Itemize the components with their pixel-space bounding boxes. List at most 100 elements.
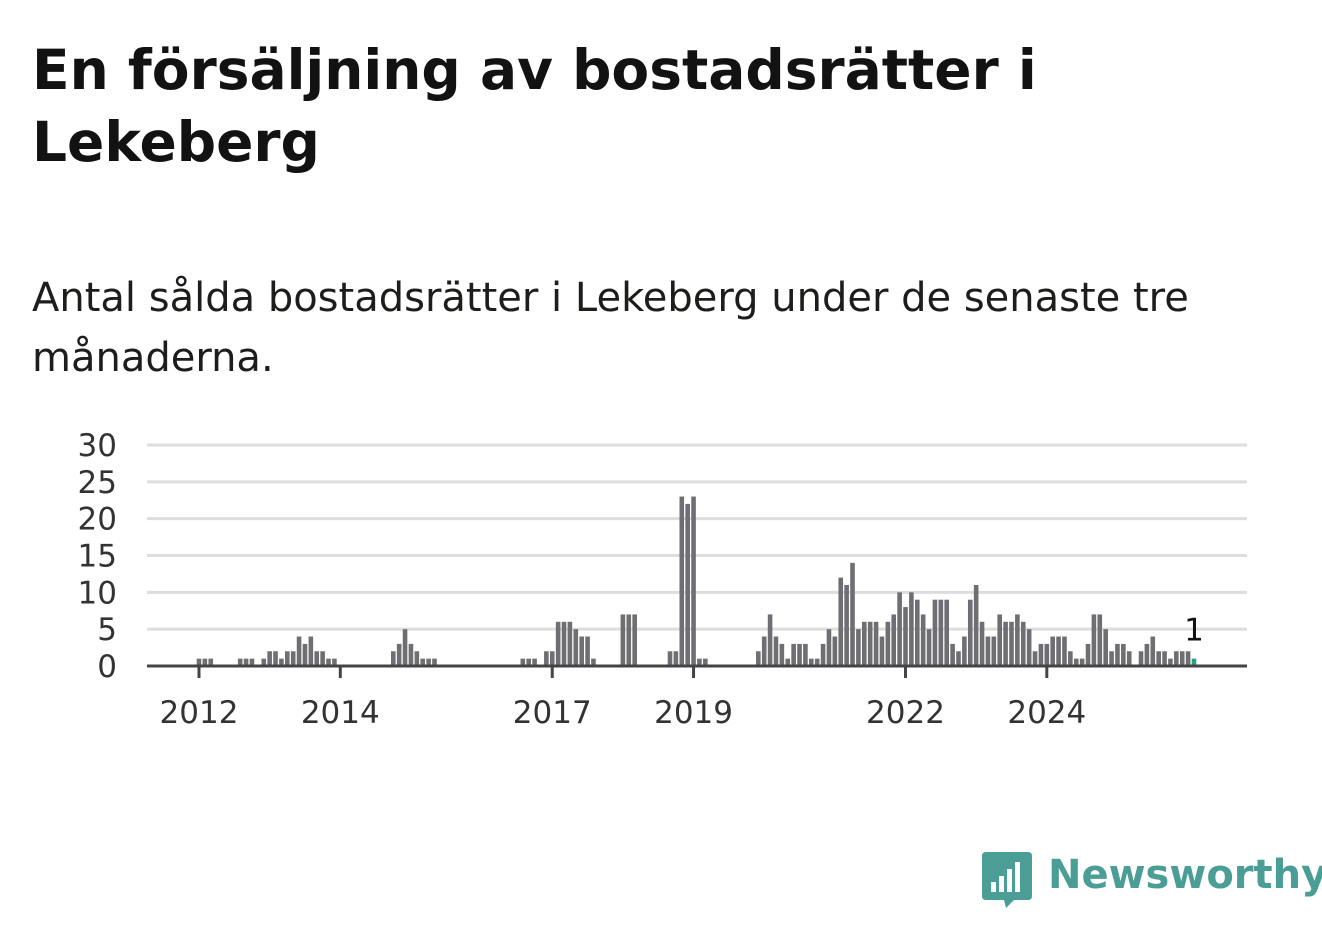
bar <box>1009 621 1014 666</box>
bar <box>667 651 673 666</box>
bar <box>267 651 272 666</box>
bar <box>791 643 796 666</box>
bar <box>544 651 549 666</box>
bar <box>1121 643 1126 666</box>
bar <box>703 658 708 666</box>
bar <box>279 658 284 666</box>
bar <box>1032 651 1038 666</box>
bar <box>803 643 808 666</box>
bar <box>1185 651 1191 666</box>
bar <box>797 643 802 666</box>
bar <box>520 658 526 666</box>
bar <box>585 636 590 666</box>
last-value-label: 1 <box>1184 613 1204 649</box>
bar <box>290 651 296 666</box>
bar <box>573 629 579 666</box>
x-tick-label: 2019 <box>654 695 733 731</box>
bar <box>1174 651 1179 666</box>
chart-title: En försäljning av bostadsrätter i Lekebe… <box>32 38 1037 174</box>
x-tick-label: 2014 <box>301 695 380 731</box>
bar <box>237 658 243 666</box>
bar <box>1068 651 1073 666</box>
bar <box>549 651 555 666</box>
bar <box>1097 614 1103 666</box>
bar <box>1026 629 1032 666</box>
bar <box>332 658 337 666</box>
bar <box>767 614 773 666</box>
y-tick-label: 0 <box>97 649 117 685</box>
bar <box>697 658 702 666</box>
bar <box>809 658 814 666</box>
bar <box>1038 643 1044 666</box>
bar <box>1044 643 1050 666</box>
bar <box>938 599 944 666</box>
bar <box>1156 651 1161 666</box>
bar <box>308 636 314 666</box>
bar <box>785 658 791 666</box>
y-tick-label: 15 <box>78 539 117 575</box>
bar <box>426 658 431 666</box>
bar <box>997 614 1002 666</box>
bar <box>1050 636 1055 666</box>
bar <box>196 658 202 666</box>
bar <box>579 636 584 666</box>
bar <box>779 643 785 666</box>
bar <box>296 636 302 666</box>
bar <box>1020 621 1026 666</box>
bar <box>1150 636 1156 666</box>
bar <box>273 651 278 666</box>
bar <box>850 562 855 666</box>
bar <box>567 621 573 666</box>
newsworthy-logo: Newsworthy <box>982 850 1322 912</box>
bar <box>1003 621 1008 666</box>
bar <box>1091 614 1097 666</box>
bar <box>844 584 849 666</box>
bar <box>632 614 637 666</box>
bar <box>832 636 838 666</box>
bar <box>879 636 885 666</box>
bar <box>956 651 961 666</box>
bar <box>285 651 290 666</box>
bar <box>1015 614 1020 666</box>
bar <box>897 592 902 666</box>
bar <box>526 658 531 666</box>
logo-text: Newsworthy <box>1048 852 1322 898</box>
bar <box>838 577 844 666</box>
bar <box>862 621 867 666</box>
bar <box>773 636 779 666</box>
bar <box>891 614 897 666</box>
bar <box>932 599 938 666</box>
bar <box>1079 658 1085 666</box>
bar <box>1168 658 1173 666</box>
bar <box>1126 651 1132 666</box>
bar <box>591 658 596 666</box>
bar <box>390 651 396 666</box>
bar <box>302 643 308 666</box>
bar <box>903 607 908 666</box>
y-tick-label: 10 <box>78 575 117 611</box>
bar <box>885 621 891 666</box>
bar <box>1144 643 1150 666</box>
bar <box>402 629 408 666</box>
bar <box>249 658 255 666</box>
bar <box>1085 643 1091 666</box>
bar-latest <box>1191 658 1197 666</box>
bar <box>626 614 632 666</box>
bar <box>208 658 214 666</box>
bar <box>1073 658 1079 666</box>
x-tick-label: 2022 <box>866 695 945 731</box>
gridlines <box>147 443 1247 631</box>
bars <box>196 496 1197 666</box>
bar <box>1115 643 1120 666</box>
x-tick-label: 2012 <box>160 695 239 731</box>
bar <box>985 636 991 666</box>
bar <box>1138 651 1144 666</box>
bar <box>314 651 320 666</box>
x-axis-ticks: 2012 2014 2017 2019 2022 2024 <box>160 666 1086 731</box>
bar <box>1162 651 1167 666</box>
bar <box>1056 636 1061 666</box>
bar <box>673 651 679 666</box>
bar <box>962 636 967 666</box>
